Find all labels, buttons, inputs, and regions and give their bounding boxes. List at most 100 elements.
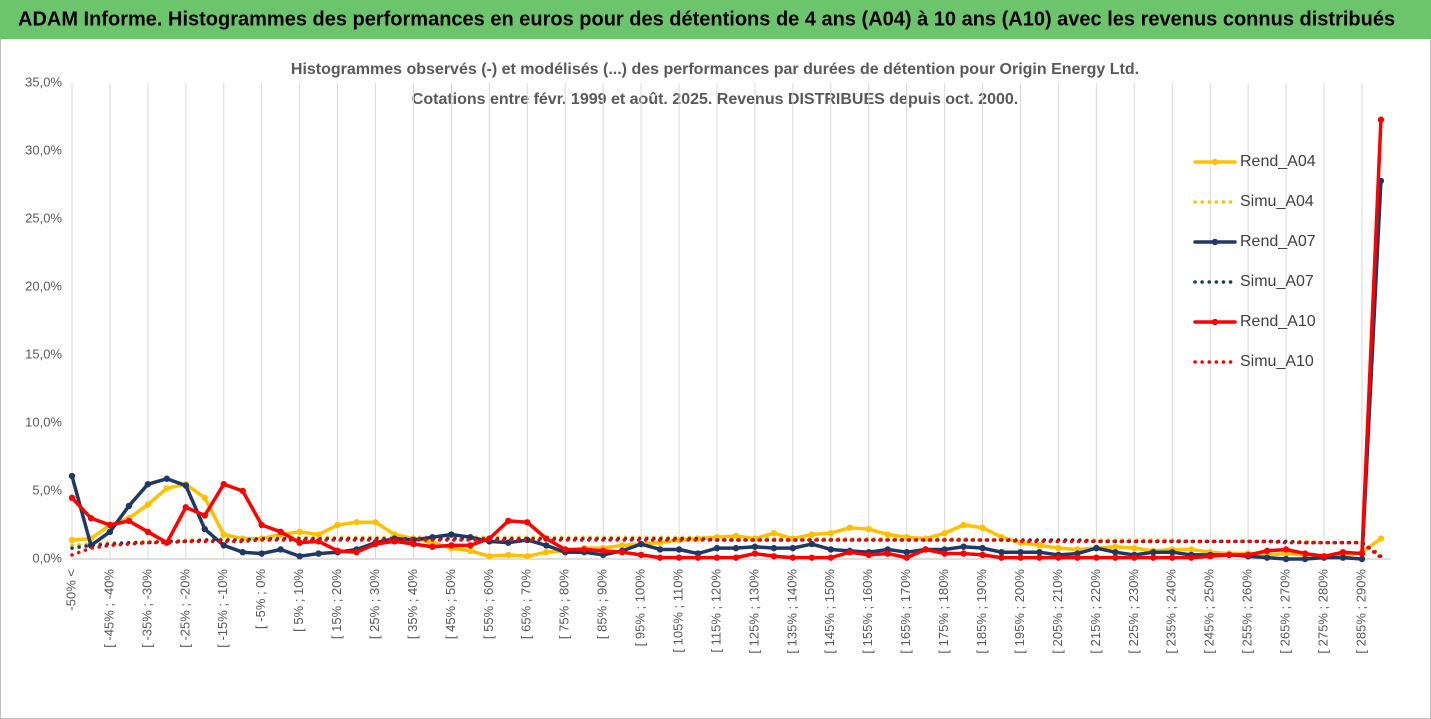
point (334, 547, 341, 555)
point (239, 549, 246, 556)
point (1282, 546, 1290, 553)
y-tick-label: 25,0% (25, 210, 62, 225)
point (334, 521, 341, 529)
legend-marker (1211, 238, 1219, 246)
series-line (70, 179, 1383, 561)
x-tick-label: [ 185% ; 190% (974, 569, 989, 654)
x-tick-label: [ 285% ; 290% (1353, 569, 1368, 654)
x-tick-label: [ 75% ; 80% (557, 569, 572, 640)
x-tick-label: [ 55% ; 60% (481, 569, 496, 640)
point (486, 553, 493, 560)
series-line (70, 538, 1383, 560)
point (979, 544, 986, 552)
point (732, 544, 740, 552)
point (884, 531, 891, 538)
point (827, 546, 834, 553)
point (808, 554, 816, 561)
point (201, 512, 208, 519)
legend-label: Rend_A04 (1240, 153, 1316, 170)
x-tick-label: [ -15% ; -10% (215, 569, 230, 648)
point (1301, 550, 1309, 557)
point (1377, 535, 1385, 542)
point (1055, 544, 1062, 552)
point (277, 528, 284, 535)
x-tick-label: [ 205% ; 210% (1050, 569, 1065, 654)
point (713, 554, 721, 561)
point (1017, 554, 1024, 561)
point (182, 482, 190, 489)
point (258, 550, 265, 557)
point (1150, 554, 1157, 561)
point (960, 521, 967, 529)
point (106, 521, 114, 529)
point (125, 502, 133, 510)
point (675, 554, 683, 561)
point (618, 542, 626, 549)
point (220, 531, 227, 538)
point (1131, 544, 1138, 552)
x-tick-label: [ 35% ; 40% (405, 569, 420, 640)
point (960, 550, 967, 557)
point (656, 554, 664, 561)
point (922, 546, 929, 553)
point (1282, 555, 1290, 563)
point (1112, 549, 1119, 556)
x-tick-label: [ 65% ; 70% (519, 569, 534, 640)
x-tick-label: [ 105% ; 110% (670, 569, 685, 653)
point (505, 517, 512, 525)
point (87, 515, 95, 522)
point (1244, 551, 1252, 559)
chart-title: Histogrammes observés (-) et modélisés (… (291, 61, 1139, 78)
y-tick-label: 15,0% (25, 346, 62, 361)
point (770, 544, 778, 552)
point (1358, 555, 1366, 563)
point (68, 472, 76, 480)
x-tick-label: [ 165% ; 170% (898, 569, 913, 654)
point (448, 531, 455, 538)
point (1169, 549, 1176, 556)
point (1074, 554, 1081, 561)
x-tick-label: [ 275% ; 280% (1315, 569, 1330, 654)
legend-label: Rend_A10 (1240, 313, 1316, 330)
point (713, 544, 721, 552)
legend-label: Simu_A04 (1240, 193, 1314, 210)
point (448, 542, 455, 549)
point (315, 550, 322, 557)
x-tick-label: [ 245% ; 250% (1202, 569, 1217, 654)
x-tick-label: [ 255% ; 260% (1240, 569, 1255, 654)
x-tick-label: [ 95% ; 100% (633, 569, 648, 647)
point (1169, 554, 1176, 561)
legend-marker (1211, 318, 1219, 326)
point (1339, 554, 1347, 561)
x-tick-label: [ 15% ; 20% (329, 569, 344, 640)
point (1093, 544, 1100, 552)
point (694, 554, 702, 561)
point (998, 554, 1005, 561)
x-tick-label: [ 235% ; 240% (1164, 569, 1179, 654)
point (1036, 542, 1043, 549)
point (220, 481, 227, 488)
point (1131, 554, 1138, 561)
point (562, 546, 569, 553)
point (846, 524, 853, 531)
point (1036, 549, 1043, 556)
y-tick-label: 35,0% (25, 74, 62, 89)
point (770, 529, 778, 537)
x-tick-label: [ -25% ; -20% (177, 569, 192, 648)
x-tick-label: [ 25% ; 30% (367, 569, 382, 640)
point (467, 547, 474, 555)
point (1093, 554, 1100, 561)
point (1377, 116, 1385, 123)
point (751, 543, 759, 550)
point (1017, 549, 1024, 556)
point (1150, 549, 1157, 556)
point (751, 550, 759, 557)
point (1301, 555, 1309, 563)
x-tick-label: [ 225% ; 230% (1126, 569, 1141, 654)
x-tick-label: [ 195% ; 200% (1012, 569, 1027, 654)
x-tick-label: [ 155% ; 160% (860, 569, 875, 654)
point (637, 551, 645, 559)
point (1339, 549, 1347, 556)
point (372, 540, 379, 548)
